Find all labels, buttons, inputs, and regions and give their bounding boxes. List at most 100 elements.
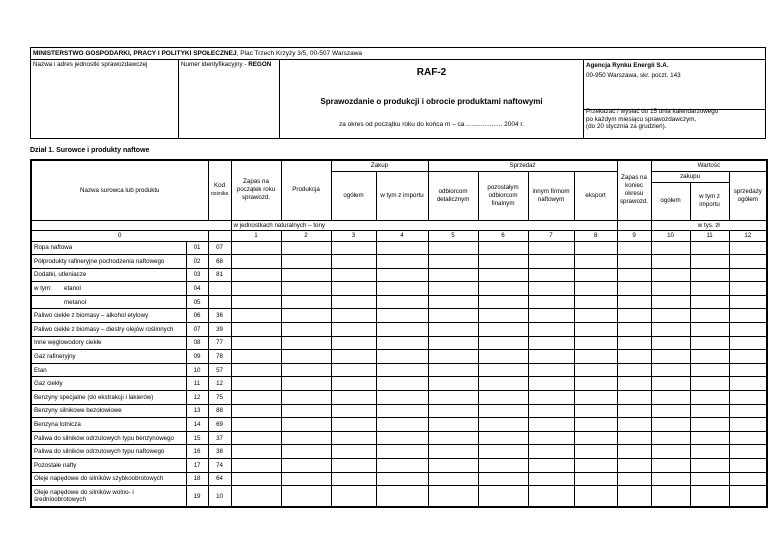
input-cell-col-9[interactable] — [616, 281, 652, 296]
input-cell-col-11[interactable] — [689, 308, 730, 324]
input-cell-col-5[interactable] — [427, 281, 479, 296]
input-cell-col-8[interactable] — [573, 390, 618, 405]
input-cell-col-8[interactable] — [573, 267, 618, 283]
input-cell-col-1[interactable] — [230, 403, 282, 419]
input-cell-col-5[interactable] — [427, 294, 479, 310]
input-cell-col-4[interactable] — [375, 281, 429, 296]
input-cell-col-12[interactable] — [728, 376, 768, 392]
input-cell-col-10[interactable] — [650, 376, 691, 392]
input-cell-col-6[interactable] — [477, 444, 529, 459]
input-cell-col-6[interactable] — [477, 281, 529, 296]
input-cell-col-7[interactable] — [527, 254, 575, 269]
input-cell-col-5[interactable] — [427, 485, 479, 508]
input-cell-col-12[interactable] — [728, 430, 768, 446]
input-cell-col-3[interactable] — [330, 458, 377, 473]
input-cell-col-4[interactable] — [375, 240, 429, 256]
input-cell-col-6[interactable] — [477, 335, 529, 351]
input-cell-col-3[interactable] — [330, 335, 377, 351]
input-cell-col-12[interactable] — [728, 240, 768, 256]
input-cell-col-9[interactable] — [616, 376, 652, 392]
input-cell-col-8[interactable] — [573, 254, 618, 269]
input-cell-col-5[interactable] — [427, 430, 479, 446]
input-cell-col-4[interactable] — [375, 403, 429, 419]
input-cell-col-2[interactable] — [280, 308, 332, 324]
input-cell-col-10[interactable] — [650, 458, 691, 473]
input-cell-col-4[interactable] — [375, 308, 429, 324]
input-cell-col-3[interactable] — [330, 362, 377, 378]
input-cell-col-9[interactable] — [616, 362, 652, 378]
input-cell-col-3[interactable] — [330, 240, 377, 256]
input-cell-col-11[interactable] — [689, 349, 730, 364]
input-cell-col-12[interactable] — [728, 471, 768, 487]
input-cell-col-10[interactable] — [650, 308, 691, 324]
input-cell-col-2[interactable] — [280, 417, 332, 432]
input-cell-col-5[interactable] — [427, 471, 479, 487]
input-cell-col-12[interactable] — [728, 281, 768, 296]
input-cell-col-12[interactable] — [728, 335, 768, 351]
input-cell-col-4[interactable] — [375, 471, 429, 487]
input-cell-col-6[interactable] — [477, 254, 529, 269]
input-cell-col-4[interactable] — [375, 362, 429, 378]
input-cell-col-10[interactable] — [650, 240, 691, 256]
input-cell-col-6[interactable] — [477, 349, 529, 364]
input-cell-col-11[interactable] — [689, 240, 730, 256]
input-cell-col-4[interactable] — [375, 267, 429, 283]
input-cell-col-11[interactable] — [689, 403, 730, 419]
input-cell-col-12[interactable] — [728, 403, 768, 419]
input-cell-col-7[interactable] — [527, 403, 575, 419]
input-cell-col-7[interactable] — [527, 267, 575, 283]
input-cell-col-9[interactable] — [616, 267, 652, 283]
input-cell-col-9[interactable] — [616, 444, 652, 459]
input-cell-col-8[interactable] — [573, 376, 618, 392]
input-cell-col-10[interactable] — [650, 430, 691, 446]
input-cell-col-7[interactable] — [527, 322, 575, 337]
input-cell-col-2[interactable] — [280, 254, 332, 269]
input-cell-col-6[interactable] — [477, 376, 529, 392]
input-cell-col-11[interactable] — [689, 417, 730, 432]
input-cell-col-4[interactable] — [375, 294, 429, 310]
input-cell-col-8[interactable] — [573, 335, 618, 351]
input-cell-col-5[interactable] — [427, 458, 479, 473]
input-cell-col-4[interactable] — [375, 254, 429, 269]
input-cell-col-9[interactable] — [616, 430, 652, 446]
input-cell-col-8[interactable] — [573, 362, 618, 378]
input-cell-col-7[interactable] — [527, 281, 575, 296]
input-cell-col-7[interactable] — [527, 376, 575, 392]
input-cell-col-1[interactable] — [230, 335, 282, 351]
input-cell-col-2[interactable] — [280, 485, 332, 508]
input-cell-col-12[interactable] — [728, 267, 768, 283]
input-cell-col-7[interactable] — [527, 308, 575, 324]
input-cell-col-12[interactable] — [728, 390, 768, 405]
input-cell-col-1[interactable] — [230, 444, 282, 459]
input-cell-col-2[interactable] — [280, 430, 332, 446]
input-cell-col-9[interactable] — [616, 403, 652, 419]
input-cell-col-8[interactable] — [573, 294, 618, 310]
input-cell-col-1[interactable] — [230, 267, 282, 283]
input-cell-col-8[interactable] — [573, 430, 618, 446]
input-cell-col-3[interactable] — [330, 308, 377, 324]
input-cell-col-10[interactable] — [650, 444, 691, 459]
input-cell-col-9[interactable] — [616, 349, 652, 364]
input-cell-col-8[interactable] — [573, 471, 618, 487]
input-cell-col-2[interactable] — [280, 458, 332, 473]
input-cell-col-3[interactable] — [330, 444, 377, 459]
input-cell-col-8[interactable] — [573, 444, 618, 459]
input-cell-col-11[interactable] — [689, 430, 730, 446]
input-cell-col-10[interactable] — [650, 254, 691, 269]
input-cell-col-6[interactable] — [477, 390, 529, 405]
input-cell-col-3[interactable] — [330, 267, 377, 283]
input-cell-col-11[interactable] — [689, 390, 730, 405]
input-cell-col-12[interactable] — [728, 254, 768, 269]
input-cell-col-9[interactable] — [616, 417, 652, 432]
input-cell-col-11[interactable] — [689, 362, 730, 378]
input-cell-col-11[interactable] — [689, 471, 730, 487]
input-cell-col-3[interactable] — [330, 294, 377, 310]
input-cell-col-7[interactable] — [527, 444, 575, 459]
input-cell-col-2[interactable] — [280, 403, 332, 419]
input-cell-col-10[interactable] — [650, 417, 691, 432]
input-cell-col-10[interactable] — [650, 471, 691, 487]
input-cell-col-9[interactable] — [616, 458, 652, 473]
input-cell-col-1[interactable] — [230, 471, 282, 487]
input-cell-col-4[interactable] — [375, 349, 429, 364]
input-cell-col-1[interactable] — [230, 430, 282, 446]
